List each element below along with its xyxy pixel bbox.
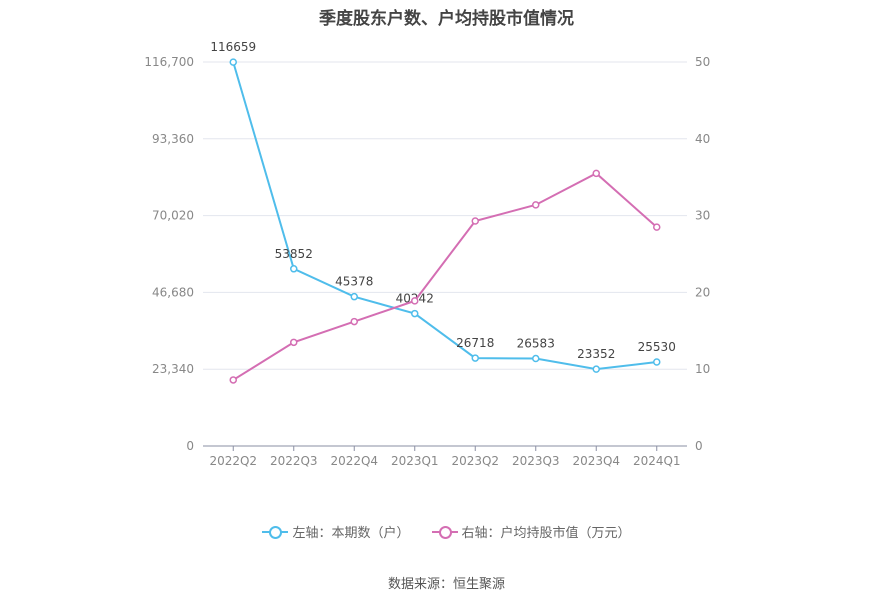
legend-item-right-series[interactable]: 右轴：户均持股市值（万元） [431, 522, 631, 541]
x-tick-label: 2023Q2 [451, 454, 499, 468]
y-left-tick-label: 116,700 [144, 55, 194, 69]
data-label: 25530 [638, 340, 676, 354]
y-right-tick-label: 30 [695, 209, 710, 223]
y-left-tick-label: 93,360 [152, 132, 194, 146]
data-label: 23352 [577, 347, 615, 361]
data-point-left [290, 265, 298, 273]
data-point-right [411, 297, 419, 305]
data-point-left [532, 354, 540, 363]
data-point-right [229, 376, 237, 384]
chart-title: 季度股东户数、户均持股市值情况 [319, 9, 574, 29]
y-right-tick-label: 0 [695, 439, 703, 453]
x-tick-label: 2023Q1 [391, 454, 439, 468]
legend-label-right: 右轴：户均持股市值（万元） [461, 526, 631, 541]
x-tick-label: 2022Q4 [330, 454, 378, 468]
legend-swatch-left [262, 525, 289, 539]
x-tick-label: 2022Q2 [209, 454, 257, 468]
data-point-left [592, 365, 600, 373]
data-point-right [290, 338, 298, 347]
legend-swatch-right [431, 525, 458, 539]
data-point-right [653, 223, 661, 231]
y-right-tick-label: 10 [695, 362, 710, 376]
y-left-tick-label: 23,340 [152, 362, 194, 376]
data-label: 53852 [275, 247, 313, 261]
data-point-left [350, 292, 358, 301]
data-point-left [471, 354, 479, 362]
data-point-left [229, 58, 237, 66]
data-source: 数据来源：恒生聚源 [387, 577, 505, 592]
y-left-tick-label: 0 [186, 439, 194, 453]
data-label: 26583 [517, 337, 555, 351]
data-label: 45378 [335, 275, 373, 289]
data-point-right [471, 217, 479, 225]
y-right-tick-label: 20 [695, 285, 710, 299]
legend-item-left-series[interactable]: 左轴：本期数（户） [262, 522, 410, 541]
data-label: 116659 [210, 40, 256, 54]
data-point-left [411, 309, 419, 318]
series-line-left [232, 61, 657, 371]
x-tick-label: 2022Q3 [270, 454, 318, 468]
x-tick-label: 2023Q4 [572, 454, 620, 468]
data-point-right [592, 169, 600, 178]
legend-label-left: 左轴：本期数（户） [292, 526, 410, 541]
y-right-tick-label: 50 [695, 55, 710, 69]
x-tick-label: 2023Q3 [512, 454, 560, 468]
y-right-tick-label: 40 [695, 132, 710, 146]
data-point-right [532, 201, 540, 209]
y-left-tick-label: 46,680 [152, 285, 194, 299]
series-line-right [232, 172, 658, 381]
data-point-right [350, 317, 358, 326]
y-left-tick-label: 70,020 [152, 209, 194, 223]
data-label: 26718 [456, 336, 494, 350]
x-tick-label: 2024Q1 [633, 454, 681, 468]
data-point-left [653, 358, 661, 366]
legend: 左轴：本期数（户） 右轴：户均持股市值（万元） [0, 522, 893, 541]
